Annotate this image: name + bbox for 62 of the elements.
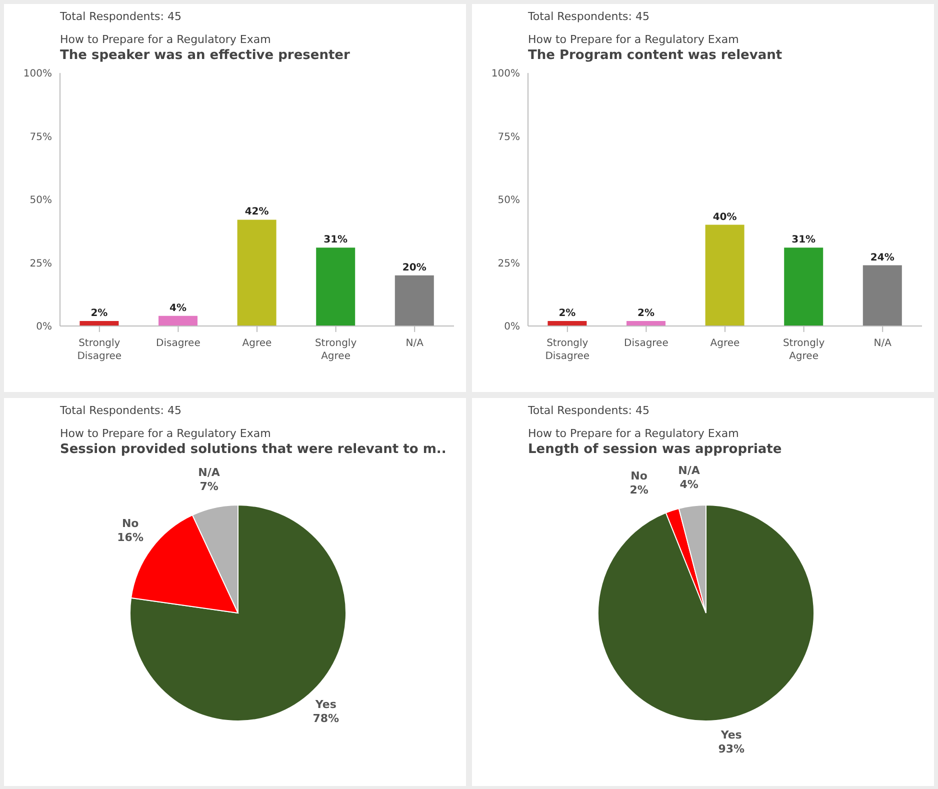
y-tick-label: 25% <box>30 258 52 270</box>
text: Total Respondents: 45 <box>528 10 650 23</box>
data-label: 93% <box>718 742 745 756</box>
x-tick-label: Agree <box>710 338 740 349</box>
bar <box>237 220 276 326</box>
y-tick-label: 50% <box>30 195 52 206</box>
data-label: 2% <box>90 308 108 319</box>
y-tick-label: 100% <box>23 68 52 80</box>
y-tick-label: 75% <box>30 132 52 143</box>
slice-label: N/A <box>678 464 700 478</box>
data-label: 4% <box>680 478 698 492</box>
data-label: 2% <box>558 308 576 319</box>
y-tick-label: 25% <box>498 258 520 270</box>
x-tick-label: N/A <box>406 338 424 349</box>
y-tick-label: 0% <box>504 322 520 333</box>
x-tick-label: Disagree <box>156 338 200 349</box>
y-tick-label: 50% <box>498 195 520 206</box>
slice-label: No <box>122 517 140 530</box>
x-tick-label: Strongly Agree <box>314 338 357 362</box>
y-tick-label: 100% <box>491 68 520 80</box>
data-label: 2% <box>638 308 654 319</box>
chart-title: The Program content was relevant <box>528 48 784 63</box>
data-label: 31% <box>324 234 348 246</box>
x-tick-label: Agree <box>242 338 272 349</box>
text: Total Respondents: 45 <box>528 404 650 417</box>
slice-label: Yes <box>720 728 742 742</box>
bar <box>862 265 902 326</box>
bar <box>394 275 434 326</box>
chart-subtitle: How to Prepare for a Regulatory Exam <box>60 427 272 440</box>
chart-subtitle: How to Prepare for a Regulatory Exam <box>528 427 740 440</box>
bar <box>705 224 744 326</box>
chart-title: The speaker was an effective presenter <box>60 48 351 63</box>
data-label: 31% <box>792 234 816 246</box>
x-tick-label: Strongly Disagree <box>545 338 590 362</box>
data-label: 40% <box>712 212 737 223</box>
x-tick-label: Strongly Disagree <box>77 338 122 362</box>
text: Total Respondents: 45 <box>60 10 182 23</box>
data-label: 7% <box>200 480 218 494</box>
bar <box>784 248 824 326</box>
x-tick-label: Strongly Agree <box>782 338 825 362</box>
x-tick-label: N/A <box>874 338 892 349</box>
slice-label: No <box>630 470 648 483</box>
data-label: 2% <box>630 484 648 497</box>
data-label: 24% <box>870 252 894 264</box>
x-tick-label: Disagree <box>624 338 668 349</box>
data-label: 42% <box>244 206 269 218</box>
y-tick-label: 0% <box>36 322 52 333</box>
data-label: 20% <box>402 262 426 274</box>
slice-label: Yes <box>314 698 337 712</box>
pie-slice <box>598 504 814 722</box>
data-label: 4% <box>170 302 186 314</box>
text: Total Respondents: 45 <box>60 404 182 417</box>
chart-subtitle: How to Prepare for a Regulatory Exam <box>60 33 272 46</box>
y-tick-label: 75% <box>498 132 520 143</box>
chart-title: Length of session was appropriate <box>528 442 783 457</box>
chart-subtitle: How to Prepare for a Regulatory Exam <box>528 33 740 46</box>
bar <box>158 316 198 326</box>
chart-title: Session provided solutions that were relevant to m.. <box>60 442 448 457</box>
bar <box>316 248 356 326</box>
data-label: 78% <box>312 712 340 726</box>
slice-label: N/A <box>198 466 220 480</box>
data-label: 16% <box>117 531 144 544</box>
